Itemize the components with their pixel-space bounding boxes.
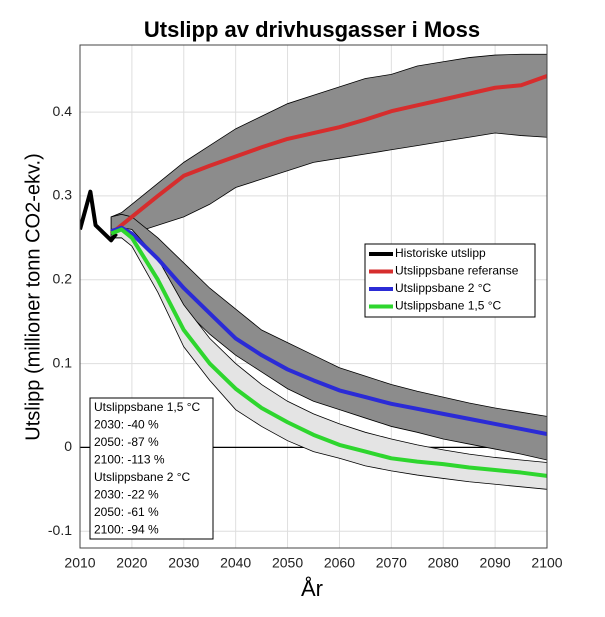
annotation-text: 2100: -113 %	[94, 453, 165, 467]
series-line	[109, 74, 547, 236]
x-tick-label: 2090	[480, 555, 511, 571]
legend-label: Utslippsbane referanse	[395, 264, 519, 278]
legend-label: Utslippsbane 1,5 °C	[395, 299, 502, 313]
series-line	[110, 227, 547, 478]
x-tick-label: 2030	[168, 555, 199, 571]
annotation-box	[89, 397, 214, 540]
x-tick-label: 2040	[220, 555, 251, 571]
annotation-text: 2050: -61 %	[94, 505, 159, 519]
annotation-text: 2030: -40 %	[94, 418, 159, 432]
x-tick-label: 2050	[272, 555, 303, 571]
y-tick-label: 0.3	[53, 187, 73, 203]
plot-frame	[79, 44, 548, 549]
x-axis-label: År	[301, 576, 323, 601]
uncertainty-band	[110, 213, 547, 461]
y-tick-label: -0.1	[48, 522, 72, 538]
series-line	[80, 189, 118, 243]
uncertainty-band	[110, 227, 547, 490]
annotation-text: Utslippsbane 2 °C	[94, 470, 191, 484]
annotation-text: Utslippsbane 1,5 °C	[94, 400, 201, 414]
x-tick-label: 2060	[324, 555, 355, 571]
x-tick-label: 2020	[116, 555, 147, 571]
annotation-text: 2030: -22 %	[94, 488, 159, 502]
plot-area	[80, 53, 547, 490]
x-tick-label: 2100	[531, 555, 562, 571]
y-tick-label: 0.1	[53, 354, 73, 370]
y-axis-label: Utslipp (millioner tonn CO2-ekv.)	[22, 153, 44, 441]
chart-title: Utslipp av drivhusgasser i Moss	[144, 17, 480, 42]
x-tick-label: 2010	[64, 555, 95, 571]
x-tick-label: 2070	[376, 555, 407, 571]
legend-label: Utslippsbane 2 °C	[395, 281, 492, 295]
y-tick-label: 0.2	[53, 270, 73, 286]
legend-box	[364, 243, 536, 318]
x-tick-label: 2080	[428, 555, 459, 571]
legend-label: Historiske utslipp	[395, 246, 486, 260]
annotation-text: 2050: -87 %	[94, 435, 159, 449]
annotation-text: 2100: -94 %	[94, 523, 159, 537]
y-tick-label: 0.4	[53, 103, 73, 119]
y-tick-label: 0	[64, 438, 72, 454]
series-line	[110, 225, 547, 436]
